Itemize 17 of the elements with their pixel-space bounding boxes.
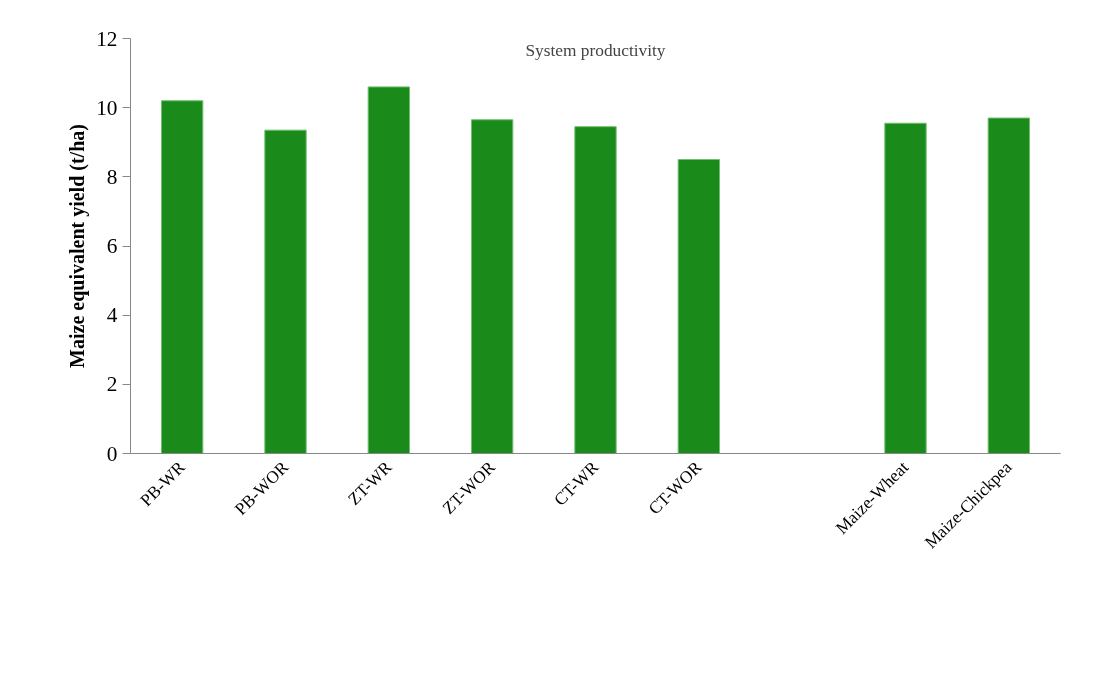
y-tick-label: 2 xyxy=(106,372,118,397)
y-tick-label: 12 xyxy=(96,26,118,51)
bar xyxy=(677,159,720,454)
bar xyxy=(161,100,204,454)
bar xyxy=(264,129,307,454)
y-axis-title: Maize equivalent yield (t/ha) xyxy=(66,124,90,368)
chart-title: System productivity xyxy=(525,40,666,60)
y-tick-label: 10 xyxy=(96,95,118,120)
y-tick-label: 4 xyxy=(106,303,118,328)
y-tick-label: 6 xyxy=(106,234,118,258)
bar xyxy=(367,86,410,454)
bar xyxy=(574,126,617,454)
y-tick-label: 8 xyxy=(106,164,118,189)
y-tick-label: 0 xyxy=(106,441,118,466)
bar xyxy=(987,117,1030,454)
bar xyxy=(471,119,514,454)
bar xyxy=(884,122,927,454)
